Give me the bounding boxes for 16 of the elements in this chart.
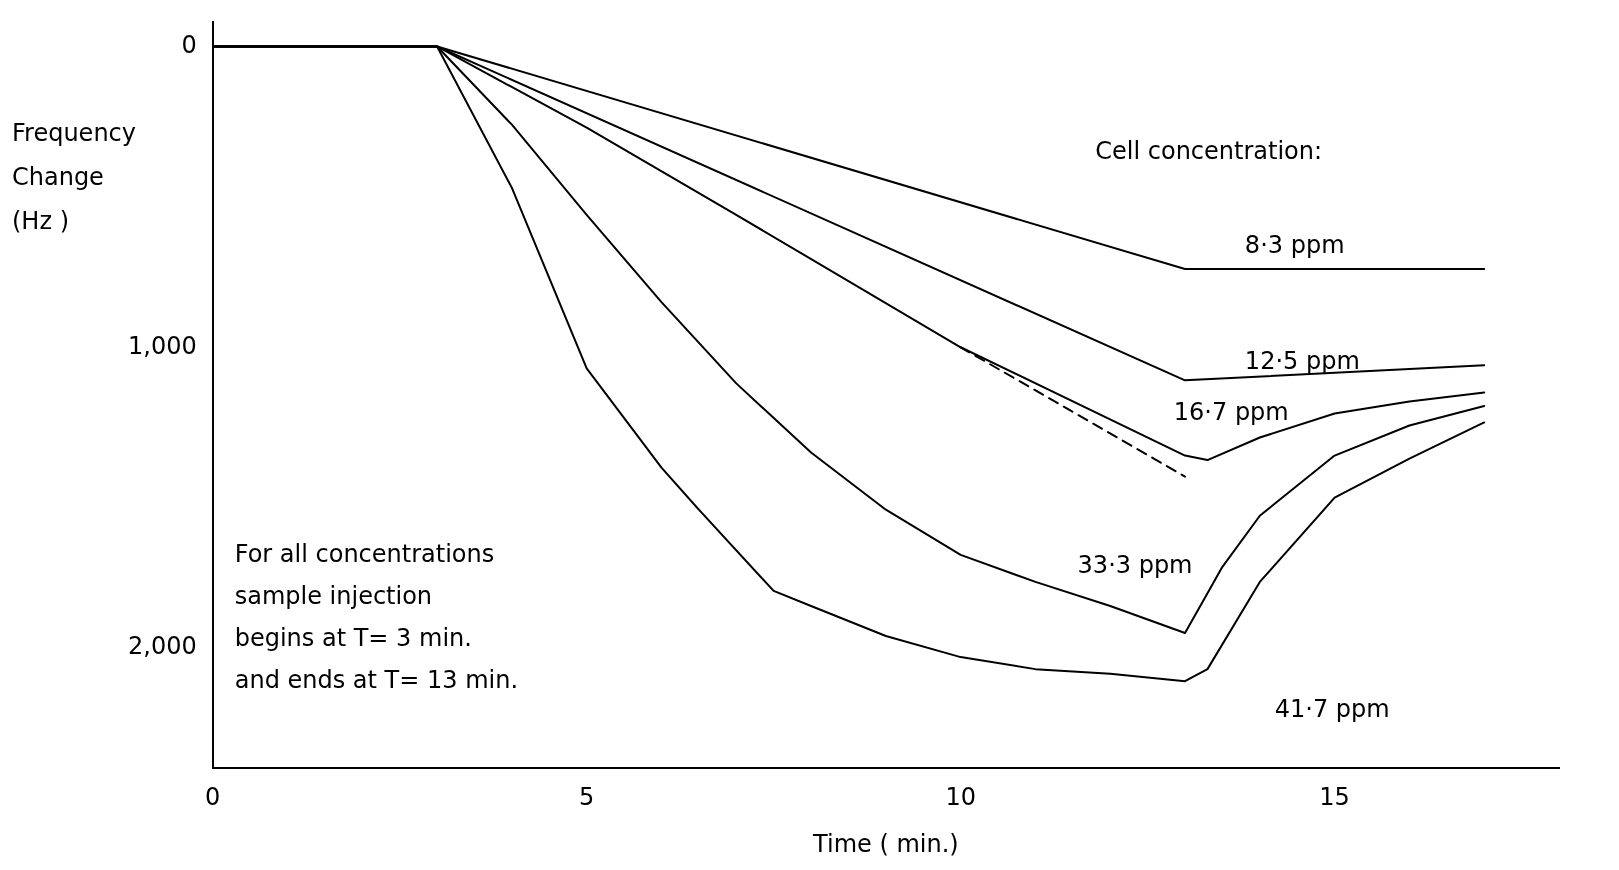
text: 41·7 ppm <box>1274 695 1390 724</box>
series-label: 33·3 ppm <box>1077 551 1193 580</box>
x-tick-label: 10 <box>945 783 976 812</box>
series-label: 16·7 ppm <box>1173 398 1289 427</box>
series-label: 8·3 ppm <box>1244 231 1345 260</box>
x-tick-label: 15 <box>1319 783 1350 812</box>
y-axis-title: Frequency Change (Hz ) <box>12 119 136 236</box>
x-tick-label: 5 <box>579 783 595 812</box>
y-tick-label: 2,000 <box>127 632 197 661</box>
series-label: 12·5 ppm <box>1244 346 1360 375</box>
annotation: For all concentrations sample injection begins at T= 3 min. and ends at T= 13 min. <box>234 540 519 695</box>
y-tick-label: 1,000 <box>127 331 197 360</box>
y-tick-label: 0 <box>181 30 197 59</box>
x-tick-label: 0 <box>205 783 221 812</box>
legend-title: Cell concentration: <box>1095 137 1323 166</box>
x-axis-title: Time ( min.) <box>812 829 959 858</box>
